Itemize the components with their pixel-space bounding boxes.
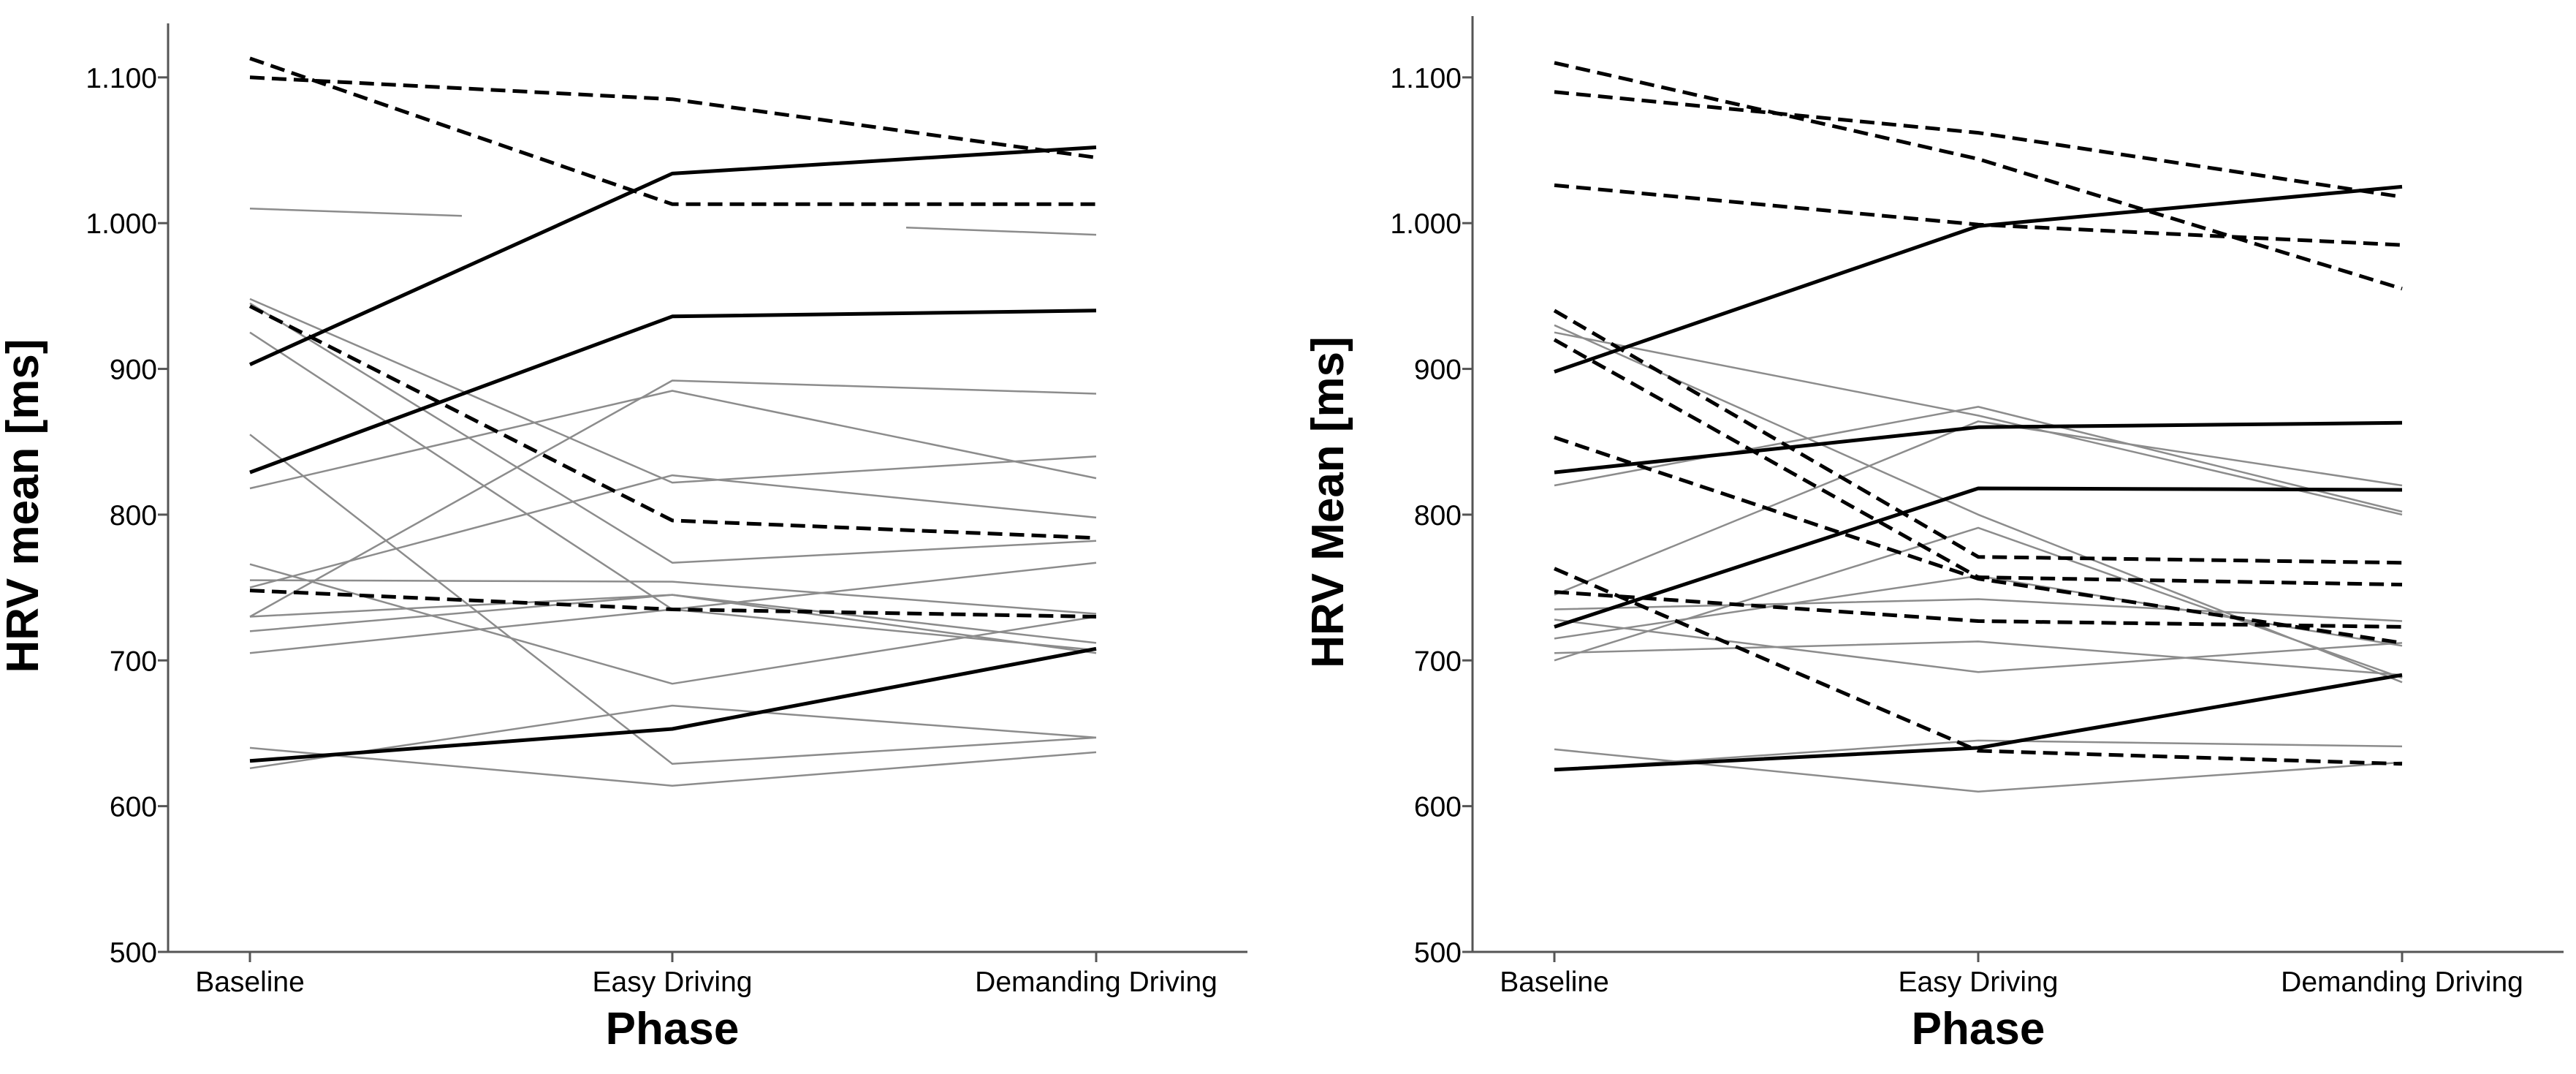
y-tick-label: 500 — [1414, 937, 1462, 969]
y-tick-label: 1.000 — [86, 208, 157, 240]
series-line-thin-12 — [249, 594, 1097, 654]
series-line-thin-1 — [249, 208, 463, 217]
series-line-thin-1 — [1554, 324, 2403, 684]
y-tick-label: 500 — [110, 937, 157, 969]
series-line-thin-15 — [249, 746, 1097, 787]
series-line-thin-9 — [249, 379, 1097, 618]
y-tick-label: 1.000 — [1390, 208, 1462, 240]
x-tick-label: Demanding Driving — [975, 967, 1217, 998]
y-tick-label: 900 — [110, 355, 157, 386]
series-line-solid-3 — [249, 646, 1097, 763]
series-line-dashed-7 — [1554, 567, 2403, 766]
series-line-solid-3 — [1554, 486, 2403, 629]
series-line-thin-3 — [1554, 406, 2403, 513]
left-chart-panel: 500 600 700 800 900 1.000 1.100 Baseline Easy Dr… — [0, 23, 1247, 1054]
x-axis-title: Phase — [1912, 1004, 2045, 1054]
series-line-dashed-2 — [1554, 90, 2403, 199]
x-tick-label: Demanding Driving — [2281, 967, 2523, 998]
series-line-solid-4 — [1554, 673, 2403, 772]
series-line-thin-7 — [249, 390, 1097, 490]
series-line-dashed-1 — [249, 56, 1096, 206]
series-line-solid-1 — [1554, 184, 2403, 374]
series-line-solid-2 — [1554, 420, 2403, 474]
series-line-dashed-2 — [249, 75, 1097, 159]
series-line-thin-10 — [249, 474, 1097, 589]
series-line-thin-6 — [1554, 598, 2403, 622]
y-tick-label: 600 — [1414, 792, 1462, 823]
series-line-thin-9 — [1554, 619, 2403, 673]
series-line-thin-2 — [905, 226, 1097, 236]
series-line-dashed-3 — [1554, 183, 2403, 247]
series-line-thin-10 — [1554, 748, 2403, 793]
x-tick-label: Baseline — [195, 967, 305, 998]
y-axis-title: HRV mean [ms] — [0, 339, 48, 673]
series-line-dashed-8 — [1554, 590, 2403, 629]
series-line-solid-1 — [248, 145, 1097, 366]
series-line-dashed-4 — [1553, 309, 2403, 565]
series-line-thin-11 — [1554, 739, 2403, 771]
series-line-thin-4 — [1554, 420, 2403, 596]
series-line-thin-4 — [249, 302, 1097, 564]
series-line-dashed-3 — [248, 304, 1097, 540]
series-line-thin-8 — [1554, 640, 2403, 676]
series-line-solid-2 — [249, 309, 1097, 474]
x-tick-label: Baseline — [1500, 967, 1609, 998]
x-tick-label: Easy Driving — [1899, 967, 2059, 998]
series-line-thin-6 — [249, 434, 1097, 765]
right-chart-panel: 500 600 700 800 900 1.000 1.100 Baseline Easy Dr… — [1303, 16, 2564, 1054]
series-line-thin-5 — [1554, 526, 2403, 679]
y-tick-label: 600 — [110, 792, 157, 823]
series-line-thin-14 — [249, 579, 1097, 615]
y-tick-label: 700 — [110, 646, 157, 677]
series-line-thin-16 — [249, 704, 1097, 770]
series-line-dashed-1 — [1554, 61, 2403, 291]
y-tick-label: 800 — [1414, 500, 1462, 532]
y-axis-title: HRV Mean [ms] — [1303, 336, 1353, 668]
y-tick-label: 800 — [110, 500, 157, 532]
x-tick-label: Easy Driving — [593, 967, 753, 998]
y-tick-label: 1.100 — [86, 63, 157, 94]
y-tick-label: 900 — [1414, 355, 1462, 386]
y-tick-label: 1.100 — [1390, 63, 1462, 94]
y-tick-label: 700 — [1414, 646, 1462, 677]
series-line-thin-3 — [249, 298, 1097, 484]
series-line-thin-2 — [1554, 331, 2403, 516]
series-line-thin-8 — [249, 563, 1097, 685]
series-line-dashed-6 — [1554, 435, 2403, 645]
series-line-dashed-4 — [249, 589, 1097, 619]
x-axis-title: Phase — [606, 1004, 740, 1054]
